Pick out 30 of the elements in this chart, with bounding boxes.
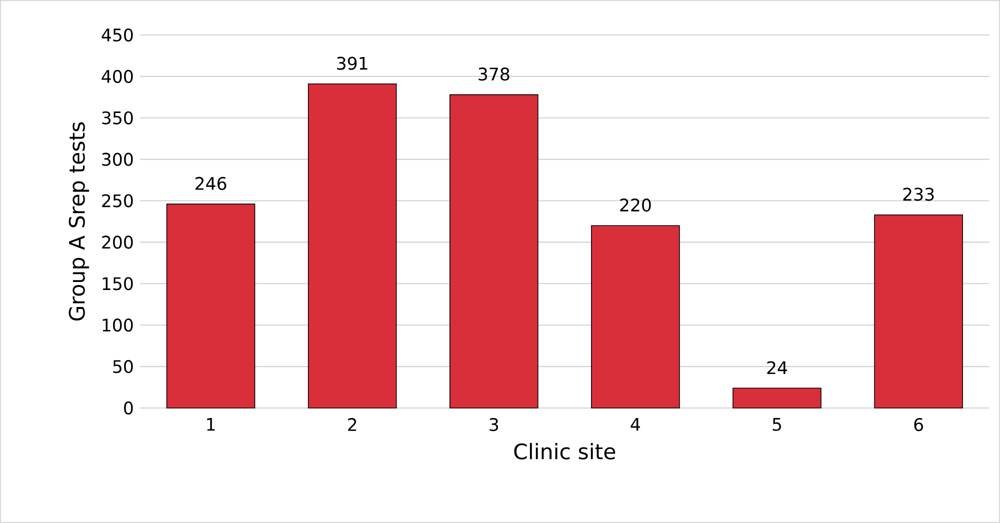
bar bbox=[449, 94, 538, 408]
y-tick-label: 150 bbox=[102, 277, 133, 290]
y-tick-label: 350 bbox=[102, 111, 133, 124]
bar bbox=[591, 225, 680, 408]
y-tick-label: 400 bbox=[102, 70, 133, 83]
data-label: 246 bbox=[196, 176, 226, 190]
y-tick-label: 250 bbox=[102, 194, 133, 208]
x-tick-label: 4 bbox=[630, 418, 640, 431]
data-label: 233 bbox=[903, 188, 934, 201]
y-axis-title: Group A Srep tests bbox=[68, 122, 90, 321]
x-tick-label: 6 bbox=[914, 418, 923, 432]
y-tick-label: 50 bbox=[113, 360, 133, 374]
bar bbox=[874, 214, 963, 408]
y-tick-label: 450 bbox=[102, 28, 133, 42]
data-label: 391 bbox=[337, 56, 368, 70]
x-tick-label: 1 bbox=[207, 418, 215, 431]
x-tick-label: 5 bbox=[772, 418, 781, 431]
bar bbox=[166, 204, 256, 408]
x-axis-title: Clinic site bbox=[514, 442, 616, 460]
data-label: 220 bbox=[620, 198, 651, 212]
bar bbox=[308, 83, 397, 408]
y-tick-label: 0 bbox=[124, 401, 133, 415]
y-tick-label: 100 bbox=[102, 318, 133, 332]
y-tick-label: 300 bbox=[102, 152, 133, 166]
x-tick-label: 3 bbox=[490, 418, 498, 432]
data-label: 24 bbox=[767, 361, 788, 374]
data-label: 378 bbox=[478, 68, 510, 81]
x-tick-label: 2 bbox=[348, 418, 356, 431]
bar bbox=[732, 388, 822, 408]
y-tick-label: 200 bbox=[102, 236, 133, 249]
